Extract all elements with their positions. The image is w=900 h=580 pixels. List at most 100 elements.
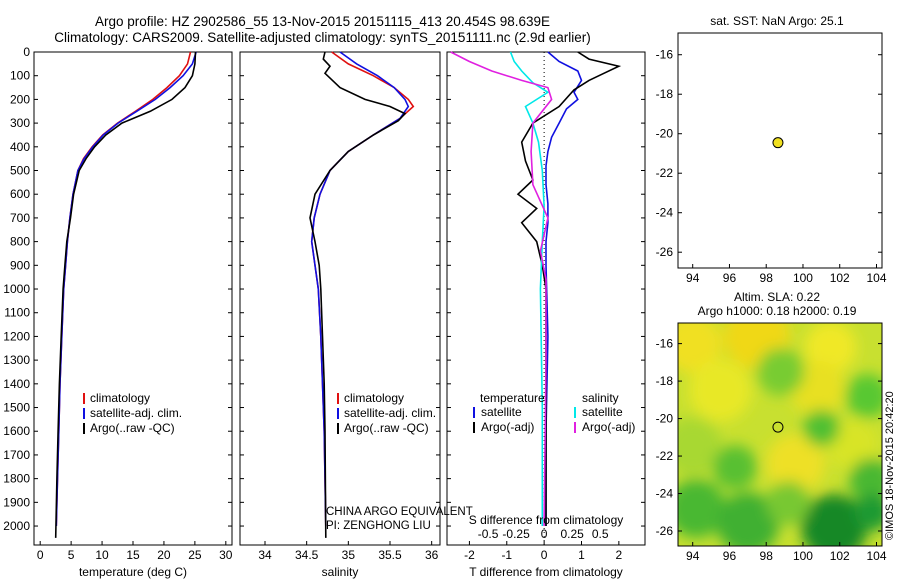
latitude-tick-label: -16 [656,337,674,351]
top-x-tick-label: -0.5 [478,527,499,541]
sla-blob [689,359,752,422]
legend-label: Argo(..raw -QC) [90,421,175,435]
depth-tick-label: 900 [10,258,30,272]
series-line-climatology [310,51,415,527]
x-tick-label: 15 [126,548,140,562]
sla-blob [854,493,882,531]
depth-tick-label: 300 [10,116,30,130]
longitude-tick-label: 98 [760,271,774,285]
legend-header: temperature [480,391,545,405]
latitude-tick-label: -18 [656,374,674,388]
sla-map-title-line2: Argo h1000: 0.18 h2000: 0.19 [697,304,857,318]
latitude-tick-label: -22 [656,449,674,463]
sla-blob [757,347,805,396]
longitude-tick-label: 104 [866,549,886,563]
x-tick-label: 34 [258,548,272,562]
x-tick-label: 10 [95,548,109,562]
top-x-axis-label: S difference from climatology [469,513,624,527]
depth-tick-label: 1100 [4,306,30,320]
latitude-tick-label: -26 [656,245,674,259]
legend-label: satellite [582,405,623,419]
sla-map-title-line1: Altim. SLA: 0.22 [733,290,821,304]
depth-tick-label: 200 [10,92,30,106]
x-tick-label: 0 [541,548,548,562]
profile-panel-2 [239,51,441,546]
sla-blob [678,479,726,538]
series-line-satellite [509,51,550,526]
float-annotation: CHINA ARGO EQUIVALENT [326,506,473,518]
depth-tick-label: 1400 [3,377,30,391]
sla-blob [802,409,840,447]
series-line-satellite-adj--clim- [310,51,410,527]
depth-tick-label: 1700 [3,448,30,462]
sla-map [677,322,883,547]
depth-tick-label: 500 [10,164,30,178]
latitude-tick-label: -24 [656,487,674,501]
series-line-argo---raw--qc- [54,51,197,538]
depth-tick-label: 100 [10,69,30,83]
depth-tick-label: 0 [23,45,30,59]
depth-tick-label: 600 [10,187,30,201]
longitude-tick-label: 100 [793,271,813,285]
top-x-tick-label: -0.25 [502,527,530,541]
legend-label: satellite-adj. clim. [344,406,436,420]
sla-blob [801,494,868,546]
legend-label: climatology [90,391,150,405]
legend-label: satellite [481,405,522,419]
sla-blob [845,374,882,419]
x-tick-label: 35.5 [378,548,402,562]
latitude-tick-label: -26 [656,524,674,538]
sla-blob [678,417,723,477]
latitude-tick-label: -16 [656,48,674,62]
depth-tick-label: 1900 [3,495,30,509]
sla-blob [766,434,826,493]
top-x-tick-label: 0.25 [560,527,584,541]
sla-blob [716,492,780,546]
sla-blob [826,419,879,471]
sla-blob [678,323,723,374]
x-tick-label: -1 [501,548,512,562]
legend-label: climatology [344,391,404,405]
x-tick-label: 5 [68,548,75,562]
float-annotation: PI: ZENGHONG LIU [326,520,431,532]
x-tick-label: 34.5 [295,548,319,562]
top-x-tick-label: 0 [541,527,548,541]
longitude-tick-label: 96 [723,271,737,285]
legend-label: Argo(..raw -QC) [344,421,429,435]
series-line-argo---raw--qc- [309,51,407,538]
panel-frame [446,51,646,546]
depth-tick-label: 800 [10,235,30,249]
depth-tick-label: 1600 [3,424,30,438]
longitude-tick-label: 96 [723,549,737,563]
depth-tick-label: 1800 [3,472,30,486]
sst-map-title: sat. SST: NaN Argo: 25.1 [710,14,844,28]
longitude-tick-label: 100 [793,549,813,563]
panel-frame [239,51,441,546]
float-position-marker [772,137,784,149]
depth-tick-label: 1000 [3,282,30,296]
x-tick-label: 36 [425,548,439,562]
x-tick-label: 25 [188,548,202,562]
x-tick-label: 1 [578,548,585,562]
sla-blob [712,445,758,490]
depth-tick-label: 1200 [3,329,30,343]
latitude-tick-label: -20 [656,412,674,426]
sla-blob [766,480,811,525]
depth-tick-label: 1500 [3,401,30,415]
x-tick-label: 2 [616,548,623,562]
x-axis-label: T difference from climatology [469,565,623,579]
profile-panel-1 [33,51,233,546]
map-frame [677,322,883,547]
top-x-tick-label: 0.5 [592,527,609,541]
latitude-tick-label: -22 [656,166,674,180]
figure-title-line2: Climatology: CARS2009. Satellite-adjuste… [54,30,591,45]
depth-tick-label: 1300 [3,353,30,367]
longitude-tick-label: 104 [866,271,886,285]
latitude-tick-label: -24 [656,206,674,220]
latitude-tick-label: -18 [656,87,674,101]
longitude-tick-label: 94 [686,271,700,285]
sla-blobs [678,323,882,546]
depth-tick-label: 2000 [3,519,30,533]
map-frame [677,32,883,269]
depth-tick-label: 400 [10,140,30,154]
